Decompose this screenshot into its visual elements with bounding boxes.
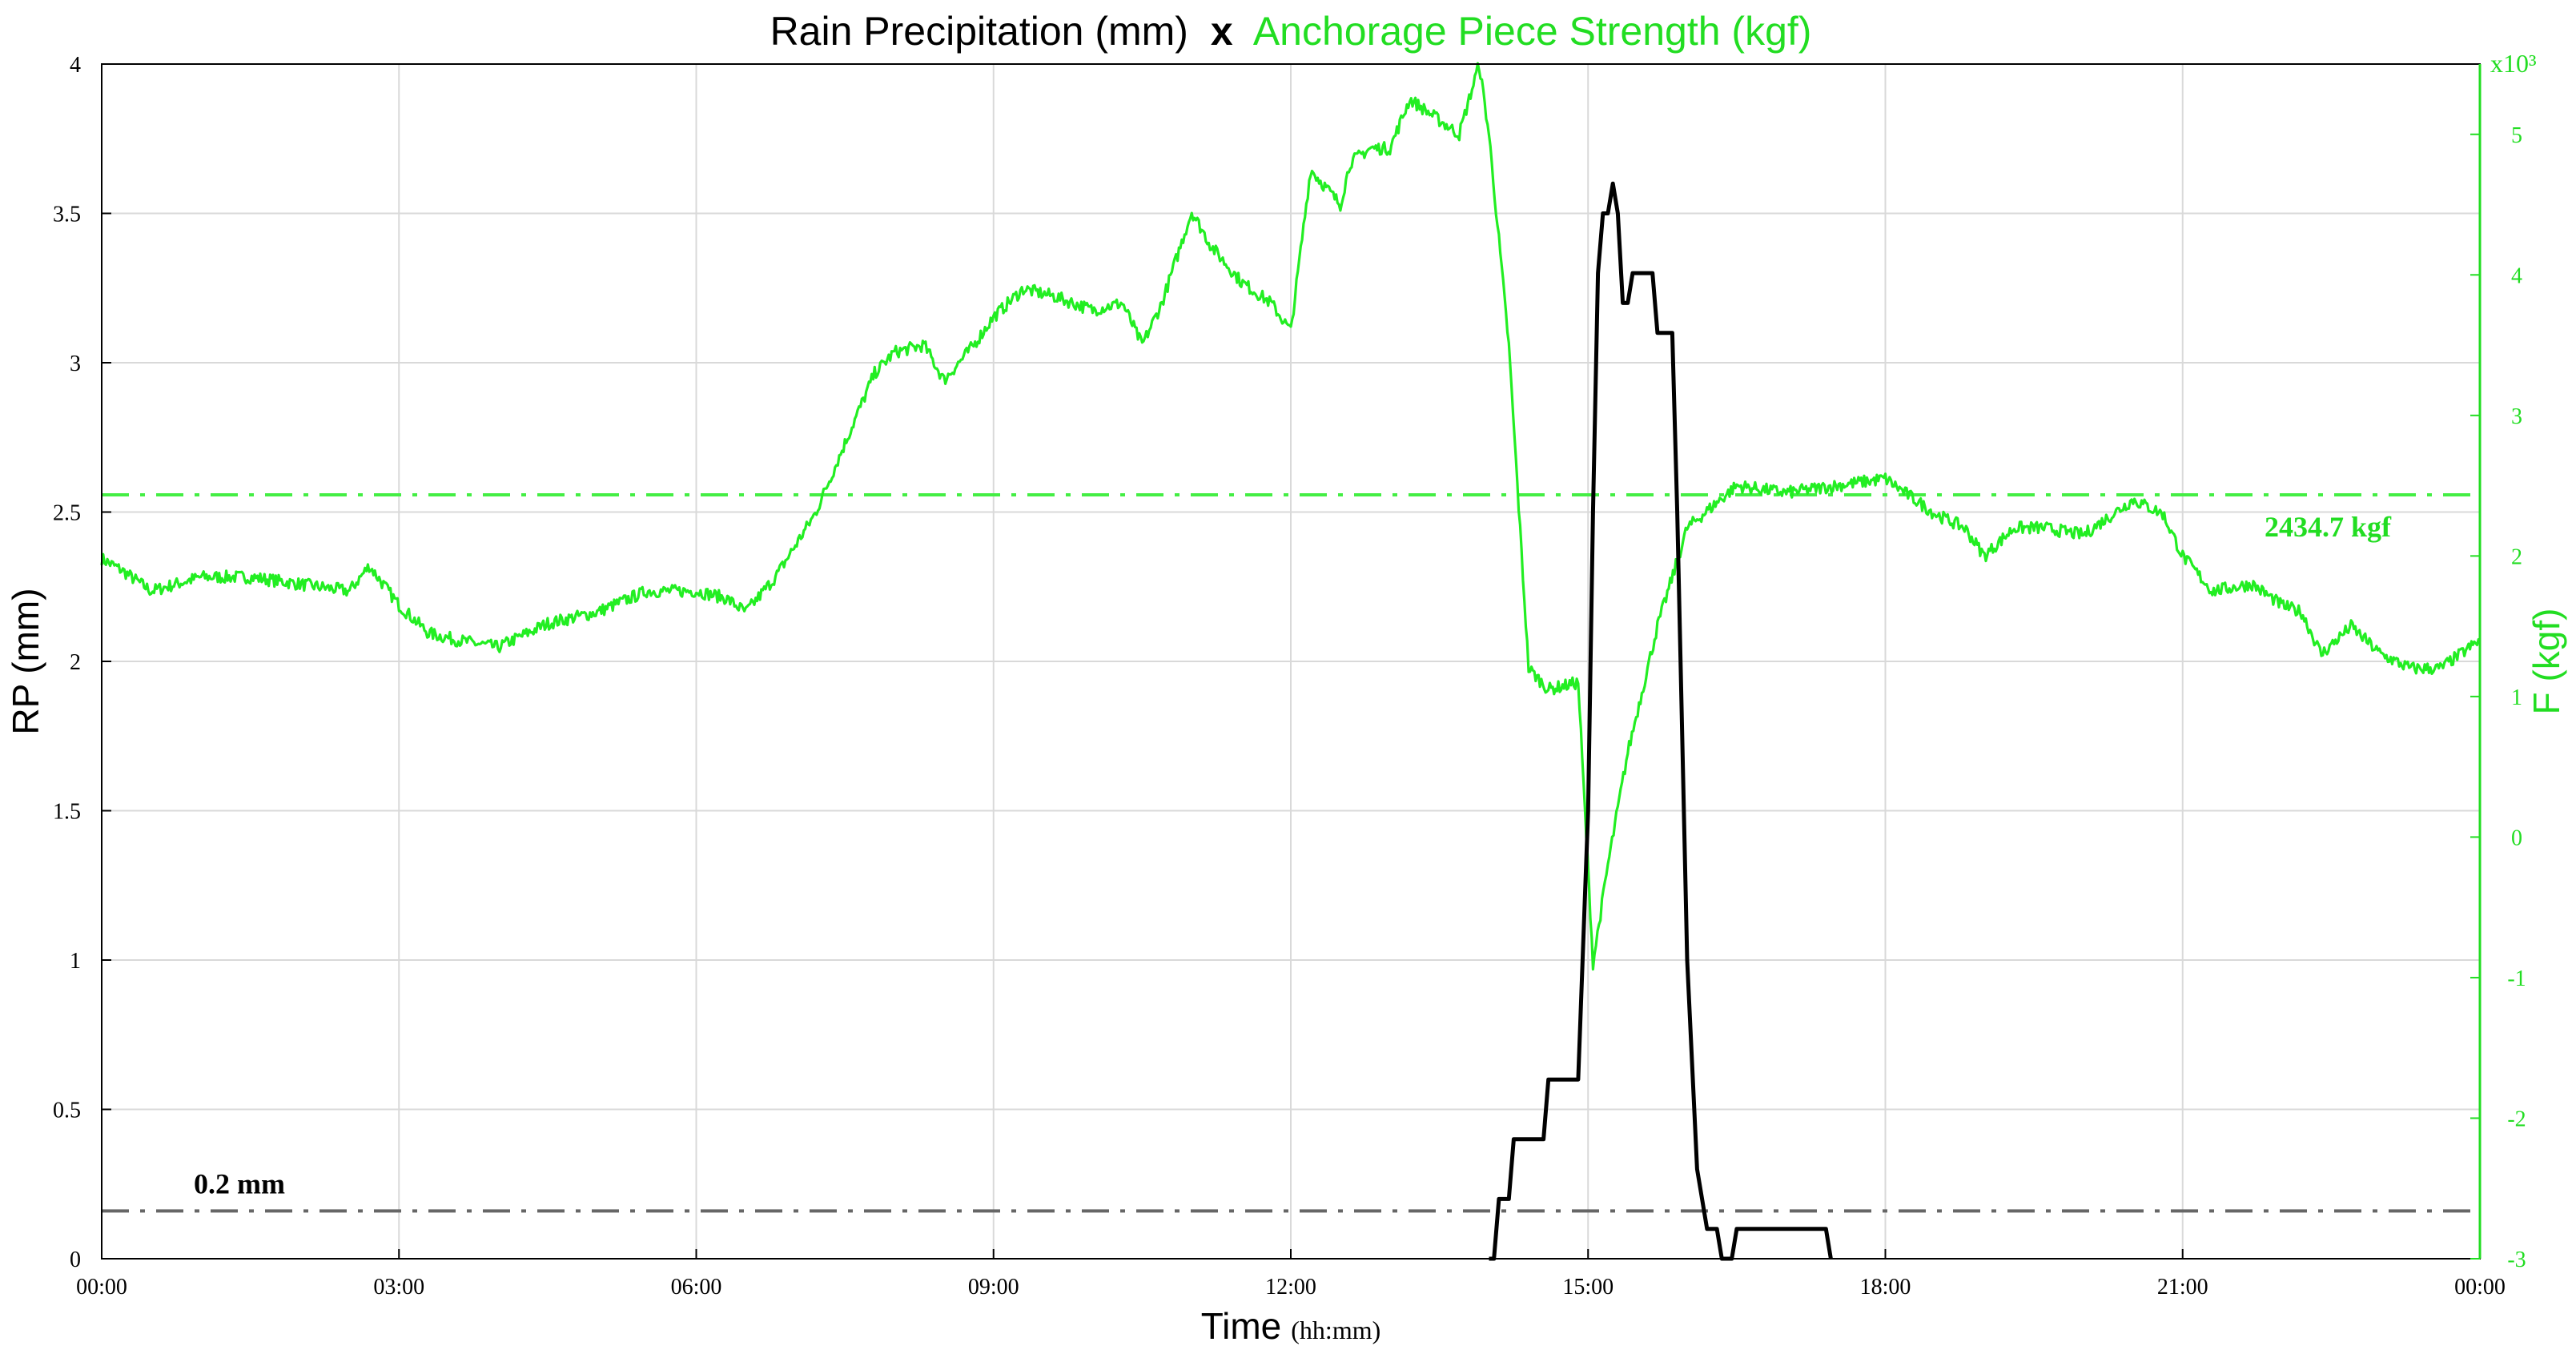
x-axis-unit: (hh:mm) (1291, 1316, 1380, 1344)
y-right-tick-label: 2 (2511, 544, 2522, 569)
x-tick-label: 12:00 (1265, 1275, 1316, 1300)
grid-lines (102, 64, 2480, 1259)
y-right-tick-label: -1 (2507, 966, 2526, 991)
y-right-tick-label: 1 (2511, 685, 2522, 710)
y-left-tick-label: 2 (70, 650, 81, 675)
force-series-line (100, 62, 2481, 971)
y-right-tick-label: 3 (2511, 404, 2522, 429)
x-tick-label: 15:00 (1562, 1275, 1614, 1300)
tick-labels: 00:00 03:00 06:00 09:00 12:00 15:00 18:00 21:00… (53, 53, 2526, 1300)
y-right-tick-label: -2 (2507, 1107, 2526, 1131)
chart-title-part2: Anchorage Piece Strength (kgf) (1253, 9, 1812, 54)
y-left-tick-label: 3 (70, 352, 81, 376)
y-left-tick-label: 0.5 (53, 1099, 81, 1123)
y-right-tick-label: 0 (2511, 826, 2522, 850)
x-tick-label: 06:00 (671, 1275, 722, 1300)
x-tick-label: 00:00 (2454, 1275, 2506, 1300)
y-axis-right-title: F (kgf) (2526, 609, 2567, 715)
chart-title-part1: Rain Precipitation (mm) (770, 9, 1188, 54)
y-left-tick-label: 4 (70, 53, 81, 78)
x-tick-label: 00:00 (76, 1275, 127, 1300)
y-axis-left-title: RP (mm) (5, 588, 46, 734)
y-left-tick-label: 2.5 (53, 501, 81, 526)
y-left-tick-label: 0 (70, 1248, 81, 1272)
y-left-tick-label: 1.5 (53, 800, 81, 825)
series-lines (100, 62, 2481, 1261)
x-tick-label: 18:00 (1860, 1275, 1911, 1300)
y-left-tick-label: 1 (70, 949, 81, 974)
rain-reference-label: 0.2 mm (194, 1167, 285, 1199)
y-axis-right-multiplier: x10³ (2490, 49, 2537, 78)
x-tick-label: 09:00 (968, 1275, 1019, 1300)
x-axis-label: Time (1201, 1305, 1282, 1347)
y-right-tick-label: 5 (2511, 123, 2522, 148)
y-right-tick-label: 4 (2511, 263, 2522, 288)
chart-title: Rain Precipitation (mm) x Anchorage Piec… (770, 9, 1812, 54)
x-tick-label: 03:00 (373, 1275, 424, 1300)
reference-lines: 0.2 mm 2434.7 kgf (102, 493, 2480, 1213)
x-axis-title: Time (hh:mm) (1201, 1305, 1381, 1347)
force-reference-label: 2434.7 kgf (2265, 511, 2392, 543)
chart-title-separator: x (1211, 9, 1233, 54)
y-left-tick-label: 3.5 (53, 203, 81, 227)
rain-series-line (1489, 181, 1833, 1261)
x-tick-label: 21:00 (2157, 1275, 2208, 1300)
y-right-tick-label: -3 (2507, 1248, 2526, 1272)
